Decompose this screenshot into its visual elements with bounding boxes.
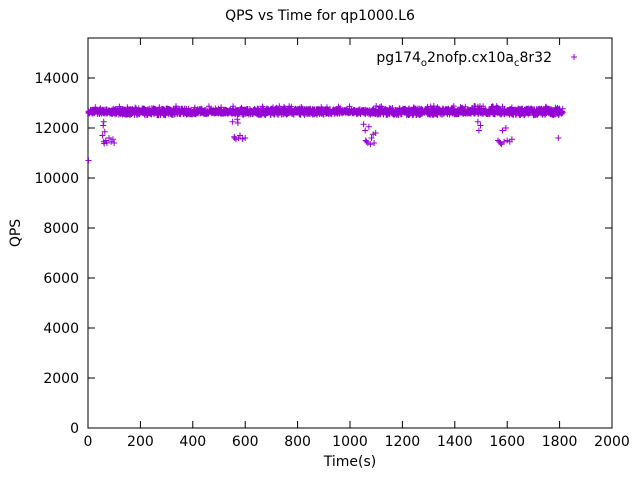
x-tick-label: 800	[284, 434, 311, 450]
x-tick-label: 1000	[332, 434, 368, 450]
x-tick-label: 0	[84, 434, 93, 450]
x-axis-label: Time(s)	[323, 454, 377, 470]
y-tick-label: 12000	[34, 121, 79, 137]
legend-label: pg174o2nofp.cx10ac8r32	[376, 50, 552, 69]
y-tick-label: 8000	[43, 221, 79, 237]
x-tick-label: 2000	[594, 434, 630, 450]
x-tick-label: 1200	[385, 434, 421, 450]
x-tick-label: 600	[232, 434, 259, 450]
x-tick-label: 1400	[437, 434, 473, 450]
x-tick-label: 1800	[542, 434, 578, 450]
y-tick-label: 4000	[43, 321, 79, 337]
series-points	[85, 103, 566, 164]
x-tick-label: 200	[127, 434, 154, 450]
y-tick-label: 2000	[43, 371, 79, 387]
y-tick-label: 14000	[34, 71, 79, 87]
axis-ticks	[87, 38, 613, 429]
y-tick-label: 0	[70, 421, 79, 437]
plot-border	[87, 37, 613, 429]
x-tick-label: 400	[179, 434, 206, 450]
y-tick-label: 10000	[34, 171, 79, 187]
legend-marker-icon	[571, 54, 577, 60]
y-tick-label: 6000	[43, 271, 79, 287]
chart-title: QPS vs Time for qp1000.L6	[225, 8, 415, 24]
x-tick-label: 1600	[489, 434, 525, 450]
